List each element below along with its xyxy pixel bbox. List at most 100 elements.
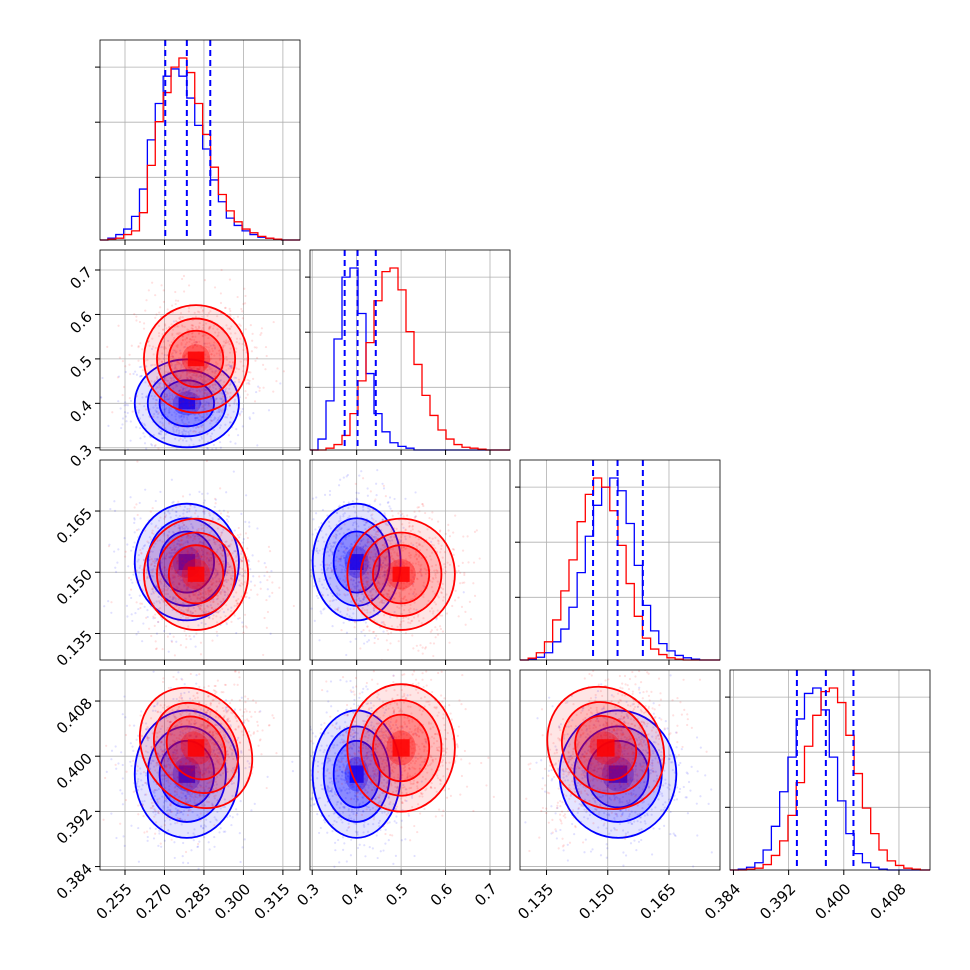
scatter-point — [342, 550, 345, 553]
scatter-point — [348, 615, 351, 618]
panel-background — [100, 460, 300, 660]
scatter-point — [183, 378, 187, 382]
scatter-point — [401, 560, 404, 564]
scatter-point — [393, 497, 396, 501]
scatter-point — [383, 574, 386, 577]
scatter-point — [169, 516, 172, 519]
scatter-point — [371, 513, 374, 516]
scatter-point — [192, 537, 196, 540]
scatter-point — [436, 569, 439, 573]
scatter-point — [192, 341, 195, 344]
scatter-point — [178, 429, 181, 432]
scatter-point — [168, 397, 171, 401]
scatter-point — [192, 593, 195, 596]
scatter-point — [408, 582, 411, 586]
scatter-point — [247, 559, 250, 562]
scatter-point — [441, 582, 444, 586]
scatter-point — [155, 387, 158, 390]
scatter-point — [213, 541, 217, 544]
scatter-point — [253, 400, 257, 403]
scatter-point — [379, 548, 382, 551]
scatter-point — [331, 551, 334, 554]
scatter-point — [178, 317, 182, 321]
scatter-point — [354, 482, 357, 485]
scatter-point — [370, 517, 373, 520]
scatter-point — [160, 430, 164, 433]
scatter-point — [219, 616, 222, 619]
scatter-point — [167, 757, 170, 760]
scatter-point — [361, 570, 365, 573]
scatter-point — [387, 593, 390, 596]
scatter-point — [414, 553, 418, 556]
scatter-point — [380, 568, 383, 571]
scatter-point — [164, 370, 167, 373]
scatter-point — [207, 560, 211, 563]
scatter-point — [179, 733, 182, 736]
scatter-point — [150, 364, 153, 367]
scatter-point — [205, 818, 208, 821]
scatter-point — [262, 653, 265, 657]
scatter-point — [185, 369, 189, 373]
scatter-point — [329, 567, 332, 570]
scatter-point — [171, 551, 174, 554]
scatter-point — [156, 557, 159, 561]
scatter-point — [332, 541, 335, 544]
scatter-point — [367, 506, 370, 510]
scatter-point — [345, 555, 348, 559]
scatter-point — [187, 307, 191, 310]
scatter-point — [402, 515, 405, 518]
scatter-point — [208, 763, 211, 766]
scatter-point — [386, 583, 389, 586]
scatter-point — [182, 400, 185, 403]
scatter-point — [137, 359, 140, 362]
scatter-point — [196, 552, 200, 555]
scatter-point — [168, 381, 171, 385]
scatter-point — [209, 559, 212, 562]
scatter-point — [397, 541, 401, 545]
scatter-point — [417, 530, 420, 533]
scatter-point — [150, 557, 153, 561]
scatter-point — [337, 549, 340, 552]
scatter-point — [334, 536, 338, 539]
scatter-point — [190, 523, 193, 526]
scatter-point — [161, 749, 164, 753]
scatter-point — [180, 590, 183, 593]
scatter-point — [358, 547, 362, 550]
scatter-point — [191, 552, 194, 555]
scatter-point — [153, 381, 156, 384]
scatter-point — [157, 431, 161, 435]
scatter-point — [187, 424, 191, 427]
scatter-point — [129, 588, 133, 591]
scatter-point — [355, 534, 358, 537]
scatter-point — [146, 576, 149, 579]
scatter-point — [202, 326, 205, 330]
scatter-point — [234, 370, 237, 374]
scatter-point — [180, 386, 183, 389]
scatter-point — [124, 401, 127, 404]
scatter-point — [200, 621, 203, 625]
scatter-point — [216, 548, 219, 551]
scatter-point — [154, 557, 157, 561]
scatter-point — [186, 533, 190, 537]
scatter-point — [204, 769, 207, 772]
scatter-point — [169, 810, 172, 813]
scatter-point — [208, 368, 211, 371]
scatter-point — [421, 503, 424, 506]
scatter-point — [210, 357, 213, 360]
scatter-point — [182, 754, 185, 757]
scatter-point — [326, 567, 330, 570]
scatter-point — [175, 514, 178, 517]
scatter-point — [199, 589, 203, 592]
panel-content — [310, 469, 481, 660]
scatter-point — [440, 591, 443, 594]
scatter-point — [214, 502, 217, 505]
scatter-point — [399, 625, 402, 628]
scatter-point — [160, 582, 163, 585]
scatter-point — [208, 559, 211, 563]
scatter-point — [362, 597, 366, 600]
scatter-point — [212, 581, 215, 585]
scatter-point — [126, 615, 129, 618]
scatter-point — [225, 518, 229, 521]
scatter-point — [152, 805, 155, 808]
scatter-point — [369, 567, 372, 570]
